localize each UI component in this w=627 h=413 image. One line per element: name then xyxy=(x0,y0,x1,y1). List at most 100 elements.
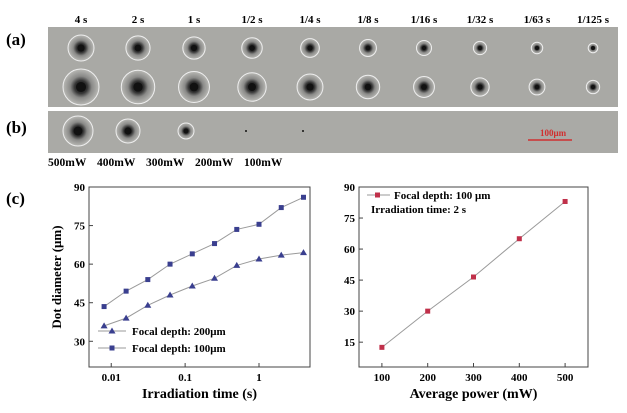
data-point xyxy=(188,282,196,289)
data-point xyxy=(212,241,218,247)
laser-dot-core xyxy=(302,130,304,132)
time-label: 1 s xyxy=(188,14,201,26)
laser-dot-core xyxy=(421,84,427,90)
photo-panel-b xyxy=(48,111,618,153)
laser-dot-core xyxy=(306,83,314,91)
series-line xyxy=(103,252,304,327)
panel-label-b: (b) xyxy=(6,118,27,137)
y-tick-label: 60 xyxy=(344,244,356,256)
x-tick-label: 400 xyxy=(511,372,528,384)
time-label: 4 s xyxy=(75,14,88,26)
x-tick-label: 300 xyxy=(465,372,482,384)
power-label: 200mW xyxy=(195,157,234,169)
data-point xyxy=(234,226,240,232)
power-label: 300mW xyxy=(146,157,185,169)
x-tick-label: 500 xyxy=(557,372,574,384)
laser-dot-core xyxy=(307,45,313,51)
data-point xyxy=(189,251,195,257)
data-point xyxy=(145,277,151,283)
laser-dot-core xyxy=(248,83,256,91)
data-point xyxy=(166,291,174,298)
data-point xyxy=(144,301,152,308)
laser-dot-core xyxy=(77,44,85,52)
data-point xyxy=(211,274,219,281)
power-label: 500mW xyxy=(48,157,87,169)
x-tick-label: 0.01 xyxy=(102,372,121,384)
x-tick-label: 100 xyxy=(374,372,391,384)
data-point xyxy=(277,251,285,258)
laser-dot-core xyxy=(124,127,132,135)
laser-dot-core xyxy=(75,81,87,93)
legend-marker xyxy=(109,345,115,351)
laser-dot-core xyxy=(249,45,255,51)
legend-label: Focal depth: 100μm xyxy=(132,343,226,355)
data-point xyxy=(255,255,263,262)
time-label: 1/8 s xyxy=(357,14,379,26)
x-tick-label: 200 xyxy=(419,372,436,384)
data-point xyxy=(299,249,307,256)
data-point xyxy=(516,236,522,242)
plot-frame xyxy=(88,186,311,368)
y-axis-label: Dot diameter (μm) xyxy=(49,225,64,328)
y-tick-label: 75 xyxy=(344,213,356,225)
laser-dot-core xyxy=(365,45,371,51)
laser-dot-core xyxy=(477,84,483,90)
y-tick-label: 90 xyxy=(344,182,356,194)
chart-irradiation-time: 30 45 60 75 90 0.01 0.1 1 Irradiation time (s) Do… xyxy=(49,182,311,402)
y-tick-label: 30 xyxy=(344,306,356,318)
panel-label-a: (a) xyxy=(6,30,26,49)
laser-dot-core xyxy=(133,82,143,92)
legend-marker xyxy=(108,327,116,334)
x-tick-label: 1 xyxy=(256,372,262,384)
data-point xyxy=(562,198,568,204)
data-point xyxy=(471,274,476,280)
laser-dot-core xyxy=(591,46,595,50)
time-label: 1/32 s xyxy=(467,14,494,26)
data-point xyxy=(122,314,130,321)
laser-dot-core xyxy=(190,44,198,52)
laser-dot-core xyxy=(73,126,83,136)
time-label: 1/4 s xyxy=(299,14,321,26)
laser-dot-core xyxy=(591,85,595,89)
data-point xyxy=(256,221,262,227)
time-label: 1/63 s xyxy=(524,14,551,26)
laser-dot-core xyxy=(189,82,199,92)
y-tick-label: 30 xyxy=(74,336,86,348)
chart-average-power: 15 30 45 60 75 90 100 200 300 400 500 Average power… xyxy=(344,182,589,402)
panel-label-c: (c) xyxy=(6,189,25,208)
data-point xyxy=(123,288,129,294)
y-tick-label: 75 xyxy=(74,221,86,233)
time-label: 2 s xyxy=(132,14,145,26)
x-axis-label: Average power (mW) xyxy=(410,387,538,402)
laser-dot-core xyxy=(534,84,540,90)
laser-dot-core xyxy=(535,46,539,50)
laser-dot-core xyxy=(478,46,482,50)
legend-label: Focal depth: 100 μm xyxy=(394,190,490,202)
laser-dot-core xyxy=(421,45,427,51)
y-tick-label: 90 xyxy=(74,182,86,194)
data-point xyxy=(100,322,108,329)
series-line xyxy=(381,201,566,348)
y-tick-label: 60 xyxy=(74,259,86,271)
laser-dot-core xyxy=(134,44,142,52)
x-tick-label: 0.1 xyxy=(178,372,192,384)
y-tick-label: 15 xyxy=(344,337,356,349)
annotation: Irradiation time: 2 s xyxy=(371,204,467,216)
data-point xyxy=(167,261,173,267)
time-label: 1/16 s xyxy=(411,14,438,26)
series-line xyxy=(103,196,304,307)
x-axis-label: Irradiation time (s) xyxy=(142,387,257,402)
time-label: 1/2 s xyxy=(241,14,263,26)
data-point xyxy=(101,304,107,310)
y-tick-label: 45 xyxy=(74,298,86,310)
y-tick-label: 45 xyxy=(344,275,356,287)
scale-bar-label: 100μm xyxy=(540,128,567,138)
laser-dot-core xyxy=(245,130,247,132)
laser-dot-core xyxy=(364,83,372,91)
data-point xyxy=(300,194,306,200)
data-point xyxy=(233,261,241,268)
power-label: 100mW xyxy=(244,157,283,169)
legend-label: Focal depth: 200μm xyxy=(132,326,226,338)
